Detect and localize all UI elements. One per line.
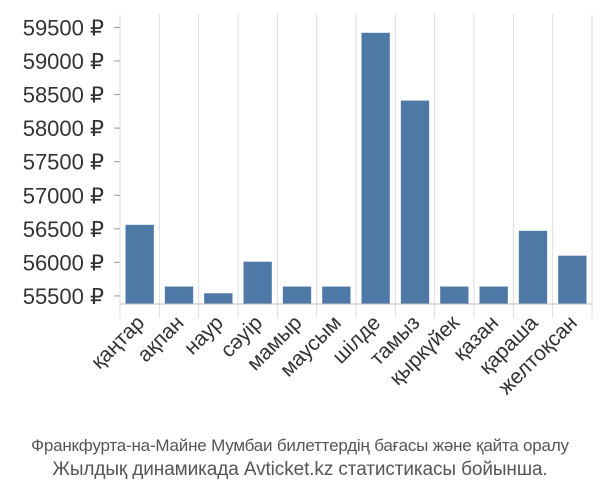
bar-12 (558, 255, 587, 304)
bar-9 (440, 286, 469, 304)
y-tick-label: 57500 ₽ (23, 150, 104, 175)
bar-6 (322, 286, 351, 304)
bar-7 (361, 32, 390, 304)
bar-3 (204, 293, 233, 304)
bar-11 (518, 230, 548, 304)
y-tick-label: 56000 ₽ (23, 250, 104, 275)
bar-5 (282, 286, 312, 304)
axis-layer: 55500 ₽ 56000 ₽ 56500 ₽ 57000 ₽ 57500 ₽ 58000… (23, 15, 592, 399)
y-tick-label: 58500 ₽ (23, 83, 104, 108)
grid-layer (119, 14, 593, 318)
bars-layer (125, 32, 587, 304)
y-tick-label: 56500 ₽ (23, 217, 104, 242)
x-tick-label: наур (180, 311, 228, 359)
y-tick-label: 59500 ₽ (23, 15, 104, 40)
chart-caption-line-2: Жылдық динамикада Avticket.kz статистика… (52, 459, 548, 480)
y-tick-label: 55500 ₽ (23, 284, 104, 309)
x-tick-label: ақпан (133, 311, 189, 367)
bar-10 (479, 286, 508, 304)
y-tick-label: 58000 ₽ (23, 116, 104, 141)
y-tick-label: 59000 ₽ (23, 49, 104, 74)
y-tick-label: 57000 ₽ (23, 183, 104, 208)
bar-4 (243, 261, 272, 304)
bar-8 (400, 100, 430, 304)
chart-caption-line-1: Франкфурта-на-Майне Мумбаи билеттердің б… (31, 436, 569, 455)
bar-chart: 55500 ₽ 56000 ₽ 56500 ₽ 57000 ₽ 57500 ₽ 58000… (23, 14, 593, 399)
bar-2 (164, 286, 194, 304)
bar-1 (125, 224, 154, 304)
